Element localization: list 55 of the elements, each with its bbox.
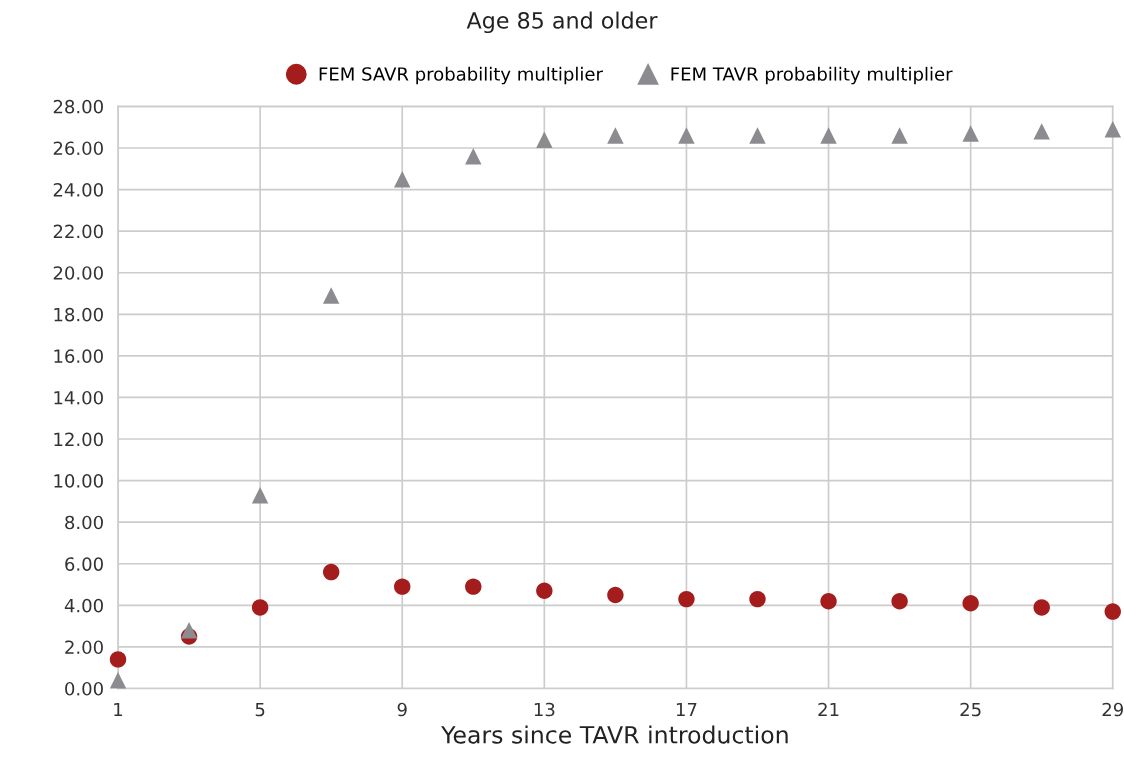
point — [251, 486, 269, 504]
point — [1104, 603, 1121, 620]
x-tick-label: 13 — [534, 702, 555, 717]
point — [322, 563, 340, 581]
point — [962, 125, 979, 142]
y-tick-label: 10.00 — [54, 474, 103, 488]
point — [749, 590, 766, 608]
x-tick-label: 25 — [960, 702, 981, 717]
point — [607, 586, 624, 604]
point — [394, 578, 411, 595]
point — [1033, 123, 1050, 140]
point — [891, 592, 908, 610]
point — [678, 590, 695, 608]
y-tick-label: 24.00 — [53, 183, 103, 197]
x-tick-label: 21 — [818, 702, 839, 717]
y-tick-label: 16.00 — [54, 349, 103, 363]
point — [536, 582, 553, 600]
point — [465, 578, 482, 595]
chart-title: Age 85 and older — [466, 11, 658, 34]
point — [109, 651, 127, 668]
point — [322, 287, 340, 304]
x-axis-title: Years since TAVR introduction — [441, 725, 788, 744]
point — [465, 148, 482, 165]
point — [820, 592, 837, 610]
point — [607, 127, 624, 144]
point — [891, 127, 908, 144]
x-tick-label: 29 — [1102, 702, 1123, 717]
point — [180, 622, 198, 639]
x-tick-label: 1 — [114, 702, 123, 717]
x-tick-label: 9 — [397, 702, 407, 717]
point — [678, 127, 695, 144]
y-tick-label: 22.00 — [53, 224, 103, 239]
y-tick-label: 26.00 — [53, 141, 103, 156]
y-tick-label: 28.00 — [53, 99, 103, 114]
y-tick-label: 4.00 — [64, 598, 103, 613]
legend-label: FEM TAVR probability multiplier — [671, 66, 953, 85]
y-tick-label: 6.00 — [65, 557, 103, 571]
y-tick-label: 2.00 — [65, 640, 103, 655]
y-tick-label: 20.00 — [53, 266, 103, 280]
legend-label: FEM SAVR probability multiplier — [319, 66, 603, 85]
y-tick-label: 18.00 — [54, 307, 103, 322]
point — [251, 599, 269, 616]
y-tick-label: 14.00 — [54, 390, 103, 405]
point — [394, 170, 411, 188]
x-tick-label: 17 — [676, 702, 697, 717]
y-tick-label: 12.00 — [54, 432, 103, 447]
point — [820, 127, 837, 144]
point — [1033, 599, 1050, 616]
x-tick-label: 5 — [255, 702, 265, 717]
point — [962, 595, 979, 612]
y-tick-label: 0.00 — [65, 681, 103, 696]
point — [749, 127, 766, 144]
point — [109, 671, 127, 689]
y-tick-label: 8.00 — [65, 515, 103, 530]
point — [536, 131, 553, 148]
